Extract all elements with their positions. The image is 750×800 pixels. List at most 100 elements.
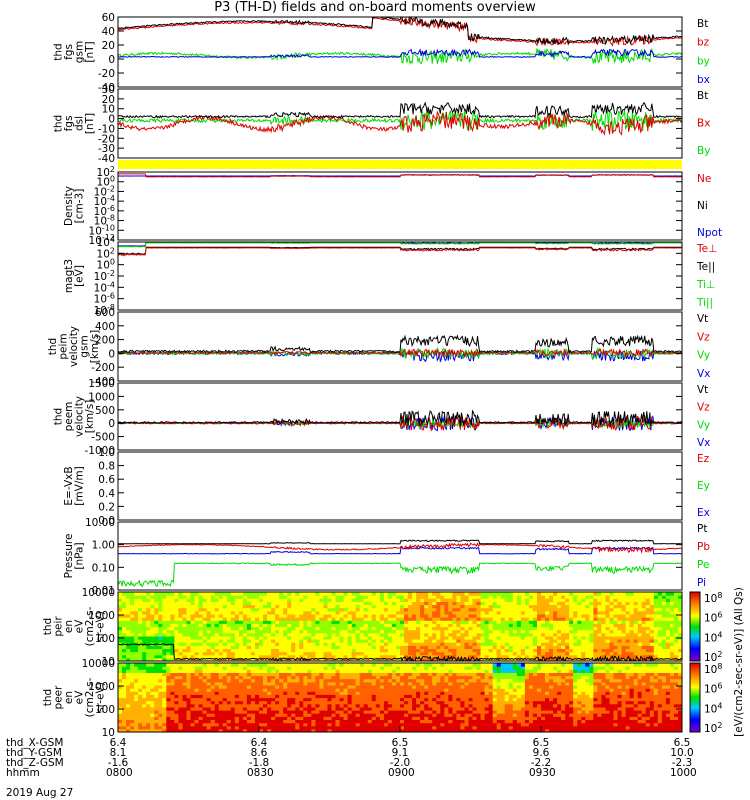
panel-1-frame [117,16,683,88]
ylabel-line: [nT] [84,41,96,62]
trace-te-par [118,246,682,256]
ephemeris-value: 8.6 [250,747,268,759]
ylabel-line: thd [52,408,64,425]
ephemeris-value: 10.0 [670,747,694,759]
ytick-label: 100 [95,704,115,716]
legend-Pt: Pt [697,523,707,535]
date-label: 2019 Aug 27 [6,787,74,799]
panel-8: 10.00 1.00 0.10 0.01 Pressure[nPa] Pt Pb Pe Pi [63,517,711,597]
legend-Vz: Vz [697,331,710,343]
panel-2-data [118,101,682,136]
panel-8-frame [117,521,683,591]
ytick-label: 1.0 [98,447,115,459]
trace-vz-peem [118,414,682,432]
legend-bz: bz [697,37,710,49]
panel-1-data [118,17,682,66]
ephemeris-value: 0800 [106,767,133,779]
legend-by: by [697,55,710,67]
ytick-label: 40 [102,26,115,38]
legend-Vz: Vz [697,402,710,414]
ephemeris-value: 6.4 [250,737,268,749]
legend-Te: Te⊥ [696,243,717,255]
trace-pi [118,546,682,555]
ytick-label: -20 [98,68,115,80]
legend-Ey: Ey [697,480,710,492]
legend-Vx: Vx [697,437,710,449]
ytick-label: 20 [102,94,115,106]
ephemeris-value: 0930 [529,767,556,779]
ylabel-line: thd [52,115,64,132]
ylabel-line: thd [42,618,54,635]
trace-pt [118,539,682,545]
colorbar-tick: 108 [704,662,722,676]
legend-Vx: Vx [697,368,710,380]
colorbar-tick: 102 [704,650,722,664]
ytick-label: 60 [102,12,115,24]
ytick-label: 10-8 [94,303,115,317]
ytick-label: 0.4 [98,488,115,500]
ytick-label: 10-2 [94,269,115,283]
ylabel-line: [km/s] [84,400,96,434]
panel-4-frame [117,241,683,311]
ytick-label: 10-12 [89,233,115,247]
trace-pb [118,542,682,554]
ytick-label: 10 [102,656,115,668]
panel-2-frame [117,88,683,159]
panel-7: 1.0 0.80.6 0.40.2 0.0 E=-VxB[mV/m] Ez Ey Ex [63,447,710,527]
trace-bx-dsl [118,110,682,136]
panel-4-ylabel: magt3[eV] [63,259,86,293]
colorbar-tick: 108 [704,591,722,605]
ytick-label: 600 [95,307,115,319]
trace-bz [118,17,682,48]
legend-Bt: Bt [697,18,708,30]
ephemeris-value: -1.6 [107,757,129,769]
ytick-label: 10 [102,104,115,116]
ytick-label: 100 [97,175,115,189]
ylabel-line: en [63,691,75,704]
colorbar-tick: 106 [704,682,722,696]
trace-vz-peim [118,348,682,358]
ytick-label: 0 [108,348,115,360]
ytick-label: -10 [98,123,115,135]
ytick-label: 1000 [88,681,115,693]
ytick-label: 1500 [88,378,115,390]
ytick-label: -20 [98,133,115,145]
trace-ne [118,173,682,178]
colorbar-tick: 104 [704,630,722,644]
legend-Ti: Ti|| [696,297,713,309]
ylabel-line: [nT] [84,113,96,134]
ylabel-line: [km/s] [89,330,101,364]
panel-3: 10210010-210-410-610-810-1010-12Density[… [63,165,722,247]
ylabel-line: E=-VxB [63,466,75,505]
ytick-label: 102 [97,246,115,260]
legend-Ni: Ni [697,200,708,212]
legend-Pe: Pe [697,559,709,571]
ytick-label: 10.00 [85,517,115,529]
ytick-label: -200 [91,362,115,374]
colorbar-2 [689,662,701,733]
trace-bx [118,48,682,58]
panel-3-frame [117,171,683,241]
ytick-label: 0.2 [98,501,115,513]
ephemeris-value: -1.8 [248,757,270,769]
trace-te-perp [118,247,682,257]
ytick-label: 10-4 [94,280,115,294]
ytick-label: 10-8 [94,214,115,228]
colorbar-1 [689,591,701,662]
legend-Npot: Npot [697,227,722,239]
colorbar-tick: 106 [704,611,722,625]
legend-Bt: Bt [697,90,708,102]
ephemeris-value: 6.5 [391,737,409,749]
panel-8-ylabel: Pressure[nPa] [63,534,86,579]
legend-Ex: Ex [697,507,710,519]
legend-Bx: Bx [697,118,710,130]
trace-ti-perp [118,242,682,248]
panel-10-data [118,663,682,732]
ytick-label: 10000 [82,658,115,670]
quality-flag-bar [118,160,682,169]
